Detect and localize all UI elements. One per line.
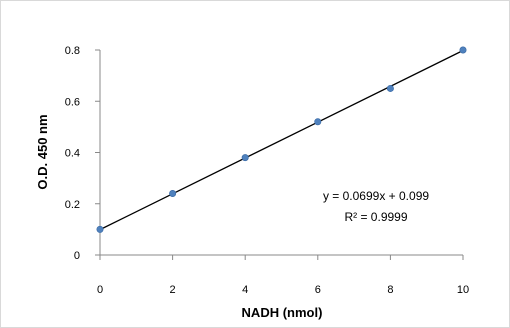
x-axis-ticks: 0 2 4 6 8 10	[97, 255, 469, 296]
x-tick-label: 4	[242, 284, 248, 296]
y-tick-label: 0.8	[65, 45, 80, 57]
trendline	[99, 49, 464, 231]
x-tick-label: 10	[457, 284, 469, 296]
data-point	[169, 190, 177, 198]
r-squared-label: R² = 0.9999	[344, 210, 407, 224]
y-tick-label: 0.6	[65, 96, 80, 108]
y-axis-title: O.D. 450 nm	[35, 114, 50, 189]
data-point	[459, 46, 467, 54]
x-tick-label: 6	[315, 284, 321, 296]
y-axis-ticks: 0 0.2 0.4 0.6 0.8	[65, 45, 100, 262]
y-tick-label: 0.4	[65, 148, 80, 160]
x-tick-label: 0	[97, 284, 103, 296]
x-axis-title: NADH (nmol)	[242, 305, 323, 320]
data-point	[96, 225, 104, 233]
y-tick-label: 0	[74, 250, 80, 262]
trendline-equation: y = 0.0699x + 0.099	[323, 189, 429, 203]
data-point	[314, 118, 322, 126]
data-point	[241, 154, 249, 162]
y-tick-label: 0.2	[65, 199, 80, 211]
x-tick-label: 2	[170, 284, 176, 296]
data-points	[96, 46, 467, 233]
data-point	[386, 84, 394, 92]
x-tick-label: 8	[387, 284, 393, 296]
